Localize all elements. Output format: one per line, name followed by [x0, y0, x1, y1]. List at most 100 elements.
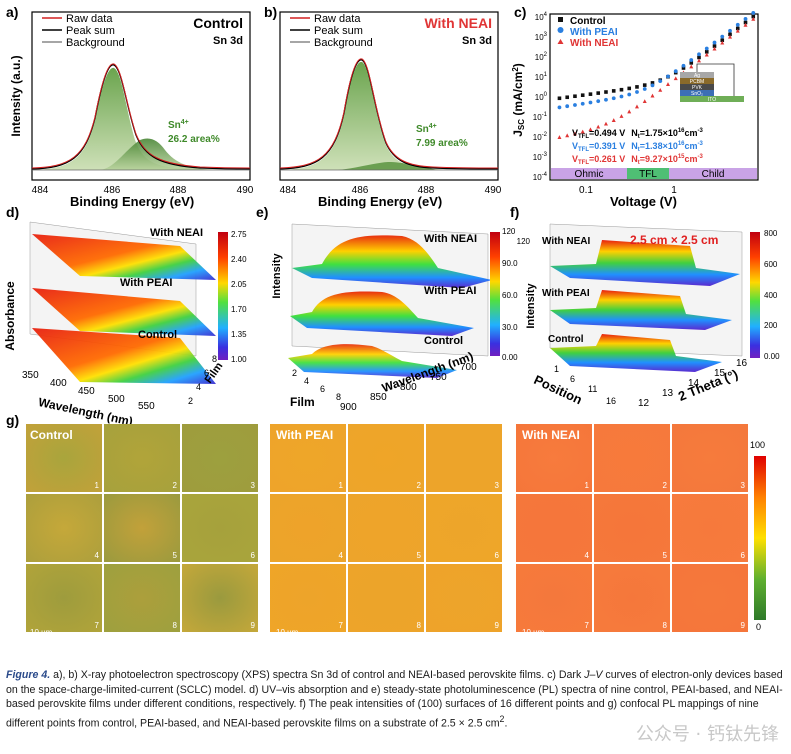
pl-map-tile: 4: [516, 494, 592, 562]
peai-pts-point: [720, 34, 725, 39]
ctrl-pts-point: [611, 89, 616, 93]
neai-pts-point: [743, 22, 748, 27]
svg-text:1: 1: [671, 185, 677, 196]
svg-text:10-3: 10-3: [533, 152, 548, 162]
neai-pts-point: [650, 93, 655, 98]
xrd-3d-chart: With NEAI With PEAI Control 2.5 cm × 2.5…: [525, 223, 780, 409]
annot-value: 26.2 area%: [168, 134, 220, 145]
pl-map-tile: 4: [26, 494, 102, 562]
panel-label-d: d): [6, 204, 20, 220]
panel-label-a: a): [6, 4, 19, 20]
pl-map-tile: 8: [594, 564, 670, 632]
svg-text:490: 490: [237, 185, 254, 196]
svg-text:Sn4+: Sn4+: [416, 123, 437, 135]
pl-map-tile: 5: [348, 494, 424, 562]
svg-text:2.40: 2.40: [231, 255, 247, 264]
ctrl-pts-point: [743, 20, 748, 25]
svg-text:With NEAI: With NEAI: [570, 38, 618, 49]
svg-text:Ag: Ag: [694, 73, 700, 79]
svg-text:SnO₂: SnO₂: [691, 91, 703, 97]
peai-pts-point: [573, 103, 577, 107]
ctrl-pts-point: [642, 83, 647, 87]
ctrl-pts-point: [557, 96, 562, 101]
sclc-jv-chart: Ohmic TFL Child Control With PEAI With N…: [511, 10, 759, 196]
svg-text:1.00: 1.00: [231, 355, 247, 364]
svg-text:4: 4: [196, 382, 201, 392]
tile-number: 1: [584, 481, 589, 490]
svg-text:102: 102: [535, 52, 548, 62]
pl-map-tile: 9: [672, 564, 748, 632]
peai-pts-point: [627, 92, 632, 97]
neai-pts-point: [665, 82, 670, 86]
svg-text:100: 100: [535, 92, 548, 102]
svg-text:850: 850: [370, 392, 387, 403]
pl-map-tile: 6: [672, 494, 748, 562]
panel-b-title: With NEAI: [424, 15, 492, 31]
pl-map-tile: 2: [104, 424, 180, 492]
tile-number: 2: [416, 481, 421, 490]
svg-text:6: 6: [320, 384, 325, 394]
tile-number: 8: [172, 621, 177, 630]
tile-number: 7: [94, 621, 99, 630]
svg-text:With NEAI: With NEAI: [424, 233, 477, 245]
svg-text:With NEAI: With NEAI: [150, 227, 203, 239]
tile-number: 2: [172, 481, 177, 490]
xps-chart-neai: Raw data Peak sum Background With NEAI S…: [279, 11, 502, 196]
svg-text:VTFL=0.261 VNt=9.27×1015cm-3: VTFL=0.261 V Nt=9.27×1015cm-3: [572, 154, 704, 166]
pl-map-tile: 3: [672, 424, 748, 492]
svg-text:Control: Control: [424, 335, 463, 347]
peai-pts-point: [658, 79, 663, 84]
pl-3d-chart: With NEAI With PEAI Control Intensity 2 …: [271, 223, 500, 413]
tile-number: 5: [662, 551, 667, 560]
svg-text:500: 500: [108, 394, 125, 405]
y-axis-label: Intensity (a.u.): [9, 55, 23, 136]
tile-number: 4: [338, 551, 343, 560]
panel-label-c: c): [514, 4, 527, 20]
map-title-control: Control: [30, 428, 73, 442]
svg-text:2.75: 2.75: [231, 230, 247, 239]
svg-text:Control: Control: [138, 329, 177, 341]
svg-text:8: 8: [212, 354, 217, 364]
svg-text:486: 486: [104, 185, 121, 196]
ctrl-pts-point: [596, 91, 601, 95]
svg-text:With PEAI: With PEAI: [542, 288, 590, 299]
neai-pts-point: [712, 46, 717, 51]
colorbar-e-ticks: 120: [516, 237, 530, 246]
svg-text:200: 200: [764, 321, 778, 330]
svg-text:750: 750: [430, 372, 447, 383]
sn2-peak-area: [280, 61, 498, 170]
region-ohmic: [551, 168, 627, 179]
svg-text:484: 484: [280, 185, 297, 196]
tile-number: 6: [494, 551, 499, 560]
svg-text:490: 490: [485, 185, 502, 196]
peai-pts-point: [619, 94, 624, 99]
pl-map-tile: 1: [270, 424, 346, 492]
tile-number: 8: [416, 621, 421, 630]
svg-text:Film: Film: [290, 395, 315, 409]
ctrl-pts-point: [565, 95, 570, 100]
peai-pts-point: [596, 99, 601, 104]
neai-pts-point: [603, 121, 608, 126]
svg-text:2.05: 2.05: [231, 280, 247, 289]
sn4-peak-area: [338, 162, 438, 170]
tile-number: 9: [494, 621, 499, 630]
scalebar: 10 um: [30, 628, 70, 639]
svg-text:1.70: 1.70: [231, 305, 247, 314]
ctrl-pts-point: [650, 81, 655, 85]
svg-text:400: 400: [50, 378, 67, 389]
pl-map-tile: 9: [182, 564, 258, 632]
device-stack-inset: Ag PCBM PVK SnO₂ ITO: [680, 63, 744, 103]
neai-pts-point: [673, 76, 678, 81]
peai-pts-point: [666, 74, 670, 79]
y-axis-label: JSC (mA/cm2): [511, 63, 526, 137]
ctrl-pts-point: [580, 93, 585, 97]
neai-pts-point: [751, 16, 756, 21]
ctrl-pts-point: [704, 50, 709, 54]
peai-pts-point: [650, 83, 655, 88]
svg-text:6: 6: [204, 368, 209, 378]
svg-text:350: 350: [22, 370, 39, 381]
svg-text:103: 103: [535, 32, 548, 42]
peai-pts-point: [735, 22, 740, 27]
peai-pts-point: [604, 97, 608, 102]
svg-text:16: 16: [606, 396, 616, 406]
